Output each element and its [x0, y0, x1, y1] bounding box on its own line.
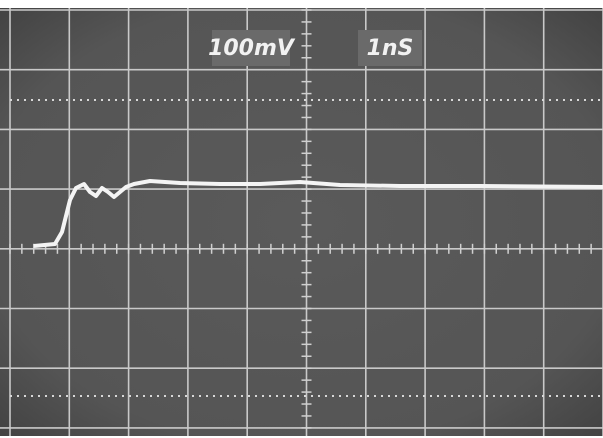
- dotted-lines: [10, 99, 603, 397]
- label-box: [212, 30, 290, 66]
- volts-label: 100mV: [208, 36, 296, 61]
- time-label: 1nS: [367, 36, 414, 61]
- label-box: [358, 30, 422, 66]
- trace: [33, 179, 603, 248]
- screen-background: [0, 8, 603, 436]
- axis-ticks: [9, 9, 592, 429]
